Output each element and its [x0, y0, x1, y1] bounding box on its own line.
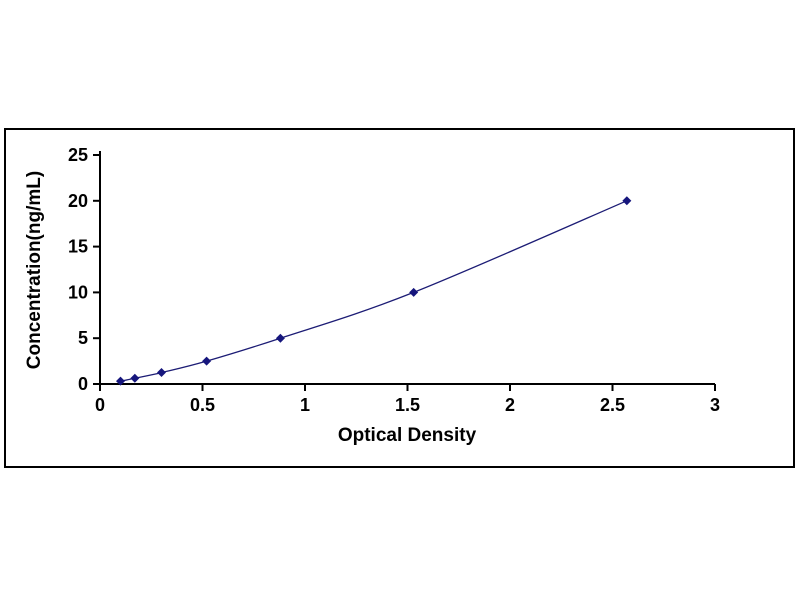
y-axis-label: Concentration(ng/mL): [24, 171, 45, 369]
data-point-marker: [116, 376, 125, 386]
y-tick-label: 10: [68, 282, 88, 302]
x-tick-label: 0: [95, 395, 105, 415]
data-point-marker: [130, 373, 140, 383]
y-tick-label: 20: [68, 191, 88, 211]
y-tick-label: 0: [78, 374, 88, 394]
data-point-marker: [622, 196, 632, 206]
data-point-marker: [157, 368, 166, 378]
y-tick-label: 25: [68, 145, 88, 165]
x-tick-label: 0.5: [190, 395, 215, 415]
data-point-marker: [409, 287, 419, 297]
x-tick-label: 2.5: [600, 395, 625, 415]
data-point-marker: [202, 356, 212, 366]
y-tick-label: 5: [78, 328, 88, 348]
x-tick-label: 3: [710, 395, 720, 415]
x-axis-label: Optical Density: [338, 425, 477, 446]
data-point-marker: [275, 333, 285, 343]
x-tick-label: 2: [505, 395, 515, 415]
x-tick-label: 1.5: [395, 395, 420, 415]
x-tick-label: 1: [300, 395, 310, 415]
y-tick-label: 15: [68, 237, 88, 257]
plot-area: 0 0.5 1 1.5 2 2.5 3 0 5 10 15 20 25: [68, 145, 720, 415]
